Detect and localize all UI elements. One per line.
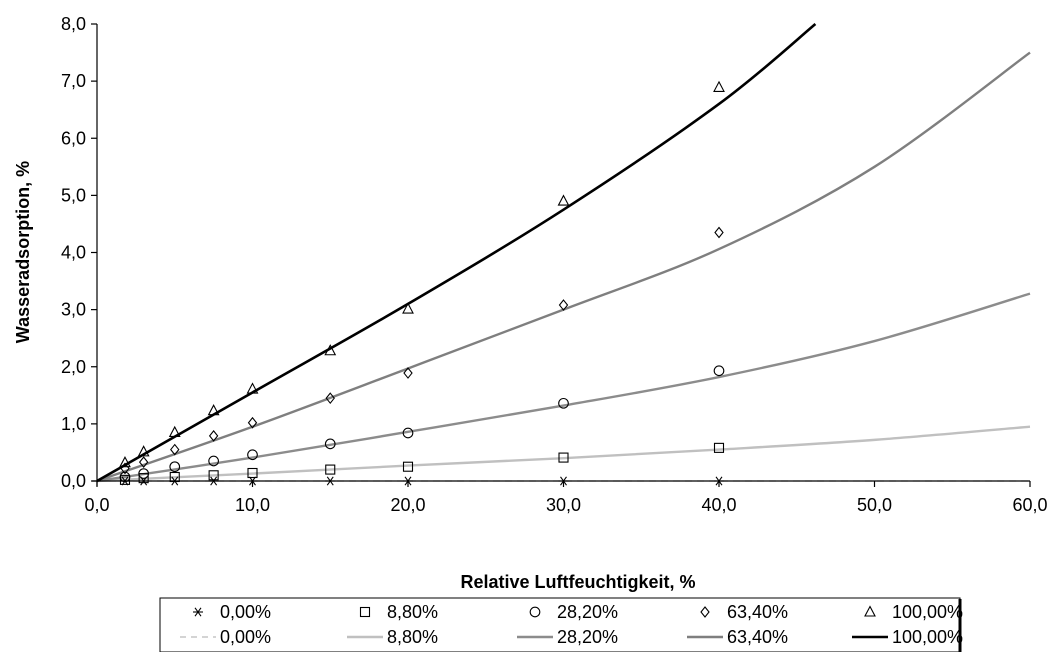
tick-labels: 0,0 10,0 20,0 30,0 40,0 50,0 60,0 0,0 1,0 2,0 3,0 4… [61,14,1048,515]
fit-curve-4 [96,22,817,483]
data-point [208,470,219,481]
x-tick-label: 60,0 [1012,495,1047,515]
y-tick-label: 6,0 [61,128,86,148]
legend-label: 28,20% [557,627,618,647]
y-tick-label: 0,0 [61,471,86,491]
legend-label: 63,40% [727,627,788,647]
x-tick-label: 40,0 [701,495,736,515]
data-point [207,404,220,416]
data-point [558,299,569,311]
data-point [247,449,258,461]
fit-curve-1 [96,425,1031,483]
legend-label: 0,00% [220,627,271,647]
legend-label: 8,80% [387,627,438,647]
data-point [170,443,180,456]
series-points-3 [120,226,724,475]
data-point [138,473,149,484]
series-points-1 [119,442,725,485]
x-axis-title: Relative Luftfeuchtigkeit, % [460,572,695,592]
data-point [119,456,131,468]
x-tick-label: 0,0 [84,495,109,515]
data-point [713,365,725,377]
data-point [169,461,181,473]
fit-curves [96,22,1031,483]
legend-marker [359,606,371,618]
y-axis-title: Wasseradsorption, % [13,161,33,343]
data-point [558,397,569,409]
data-point [324,438,336,450]
data-point [325,392,335,405]
y-tick-label: 1,0 [61,414,86,434]
legend-label: 8,80% [387,602,438,622]
x-tick-label: 20,0 [390,495,425,515]
data-point [402,302,414,314]
x-tick-label: 50,0 [857,495,892,515]
data-point [137,445,150,457]
data-point [246,382,259,394]
legend-marker [700,606,710,618]
data-point [119,471,131,483]
legend-marker [864,605,876,617]
x-tick-label: 10,0 [235,495,270,515]
data-point [208,455,219,467]
y-tick-label: 7,0 [61,71,86,91]
legend-label: 28,20% [557,602,618,622]
data-point [138,456,149,469]
legend-marker [529,606,541,618]
y-tick-label: 5,0 [61,185,86,205]
x-tick-label: 30,0 [546,495,581,515]
legend-label: 100,00% [892,627,963,647]
axes [91,23,1031,487]
data-point [403,367,413,379]
data-point [138,468,149,479]
data-point [168,425,181,437]
legend-label: 0,00% [220,602,271,622]
data-point [247,467,258,479]
y-tick-label: 2,0 [61,357,86,377]
data-point [324,344,337,356]
y-tick-label: 8,0 [61,14,86,34]
data-point [402,461,414,472]
data-point [714,226,724,239]
data-point [713,80,725,92]
data-point [558,452,569,463]
legend-label: 100,00% [892,602,963,622]
data-point [713,442,725,453]
legend-marker [193,607,203,617]
fit-curve-3 [96,51,1031,483]
data-point [325,464,336,475]
legend-box [159,597,961,652]
legend: 0,00% 8,80% 28,20% 63,40% 100,00% 0,00% 8,80% 2… [159,597,963,652]
data-point [557,194,570,206]
data-point [247,416,258,429]
data-point [208,429,219,442]
y-tick-label: 3,0 [61,300,86,320]
y-tick-label: 4,0 [61,243,86,263]
series-points-2 [119,365,725,483]
data-point [402,427,414,439]
fit-curve-2 [96,292,1031,483]
series-points-4 [119,80,725,468]
legend-label: 63,40% [727,602,788,622]
